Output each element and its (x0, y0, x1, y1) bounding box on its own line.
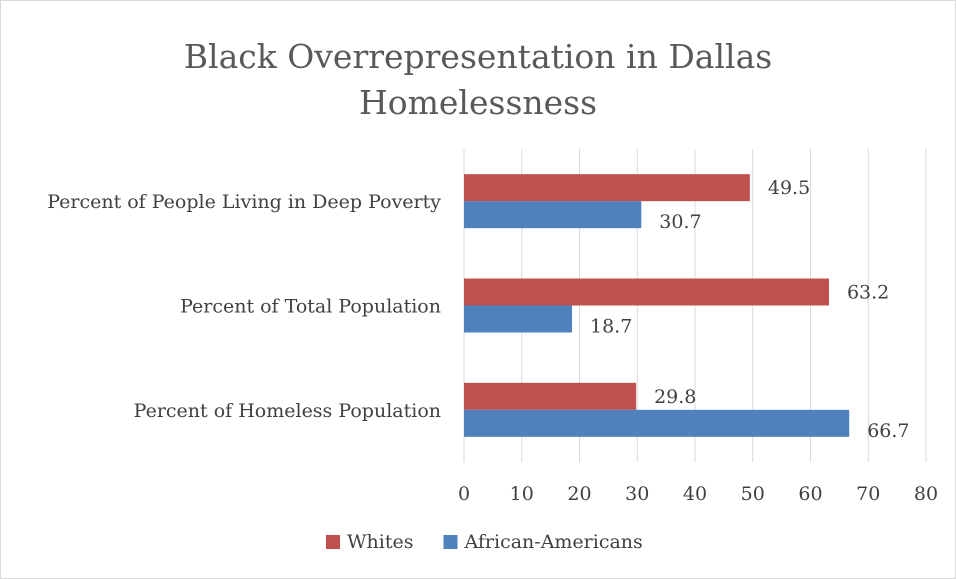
chart-title: Black Overrepresentation in Dallas Homel… (0, 34, 956, 126)
category-label-2: Percent of Homeless Population (134, 400, 441, 422)
data-label-african-americans-2: 66.7 (867, 420, 909, 442)
x-tick-label-20: 20 (567, 483, 591, 505)
x-tick-label-40: 40 (683, 483, 707, 505)
legend-swatch-0 (326, 535, 340, 549)
data-label-african-americans-0: 30.7 (659, 211, 701, 233)
legend-swatch-1 (443, 535, 458, 549)
x-tick-label-10: 10 (510, 483, 534, 505)
x-tick-label-80: 80 (914, 483, 938, 505)
chart-title-line-1: Black Overrepresentation in Dallas (183, 37, 773, 76)
bar-whites-1 (464, 278, 829, 306)
x-tick-label-50: 50 (741, 483, 765, 505)
legend-label-0: Whites (347, 531, 413, 553)
bar-african-americans-2 (464, 409, 850, 437)
data-label-whites-0: 49.5 (768, 177, 810, 199)
category-label-0: Percent of People Living in Deep Poverty (47, 191, 441, 213)
bar-african-americans-1 (464, 305, 572, 333)
bar-whites-0 (464, 174, 750, 202)
data-label-whites-2: 29.8 (654, 386, 696, 408)
x-tick-label-70: 70 (856, 483, 880, 505)
x-tick-label-0: 0 (458, 483, 470, 505)
x-tick-label-30: 30 (625, 483, 649, 505)
bar-whites-2 (464, 382, 637, 410)
data-label-whites-1: 63.2 (847, 282, 889, 304)
chart-title-line-2: Homelessness (358, 83, 598, 122)
x-tick-label-60: 60 (798, 483, 822, 505)
bar-african-americans-0 (464, 201, 642, 229)
data-label-african-americans-1: 18.7 (590, 316, 632, 338)
legend-label-1: African-Americans (463, 531, 642, 553)
category-label-1: Percent of Total Population (180, 296, 441, 318)
